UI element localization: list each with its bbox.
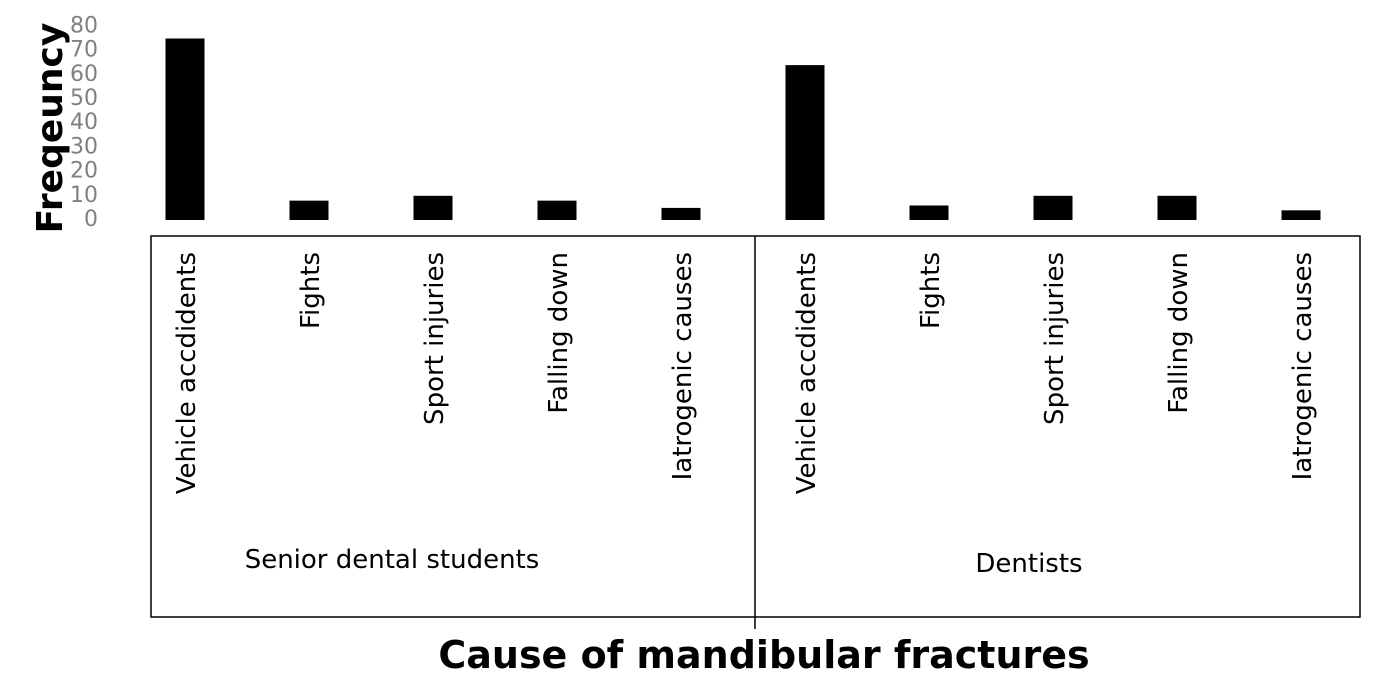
y-tick-label-70: 70 [70,38,98,63]
bar-group1-category4 [537,200,577,220]
group-label-1: Senior dental students [245,545,540,575]
category-label-group2-1: Vehicle accdidents [792,252,822,494]
bar-group2-category1 [785,65,825,221]
bar-group1-category2 [289,200,329,220]
category-label-group2-5: Iatrogenic causes [1288,252,1318,480]
bar-group1-category1 [165,38,205,220]
category-label-group2-2: Fights [916,252,946,329]
y-tick-label-10: 10 [70,183,98,208]
y-tick-label-30: 30 [70,134,98,159]
y-tick-label-50: 50 [70,86,98,111]
category-label-group1-5: Iatrogenic causes [668,252,698,480]
bar-group1-category5 [661,207,701,220]
category-box [150,235,1361,629]
category-labels: Vehicle accdidents Fights Sport injuries Fa… [172,252,1318,494]
bar-group1-category3 [413,195,453,220]
category-label-group1-2: Fights [296,252,326,329]
group-labels: Senior dental students Dentists [245,545,1083,579]
y-axis-title: Freqeuncy [30,23,71,234]
x-axis-title: Cause of mandibular fractures [438,633,1089,677]
y-tick-label-20: 20 [70,159,98,184]
category-label-group1-1: Vehicle accdidents [172,252,202,494]
y-tick-label-80: 80 [70,13,98,38]
category-label-group1-3: Sport injuries [420,252,450,425]
y-tick-label-60: 60 [70,62,98,87]
y-tick-label-40: 40 [70,110,98,135]
y-tick-label-0: 0 [84,207,98,232]
bars [165,38,1321,221]
category-label-group2-4: Falling down [1164,252,1194,414]
bar-group2-category3 [1033,195,1073,220]
bar-group2-category2 [909,205,949,220]
group-label-2: Dentists [975,549,1082,579]
category-label-group1-4: Falling down [544,252,574,414]
bar-group2-category4 [1157,195,1197,220]
bar-group2-category5 [1281,210,1321,220]
category-label-group2-3: Sport injuries [1040,252,1070,425]
